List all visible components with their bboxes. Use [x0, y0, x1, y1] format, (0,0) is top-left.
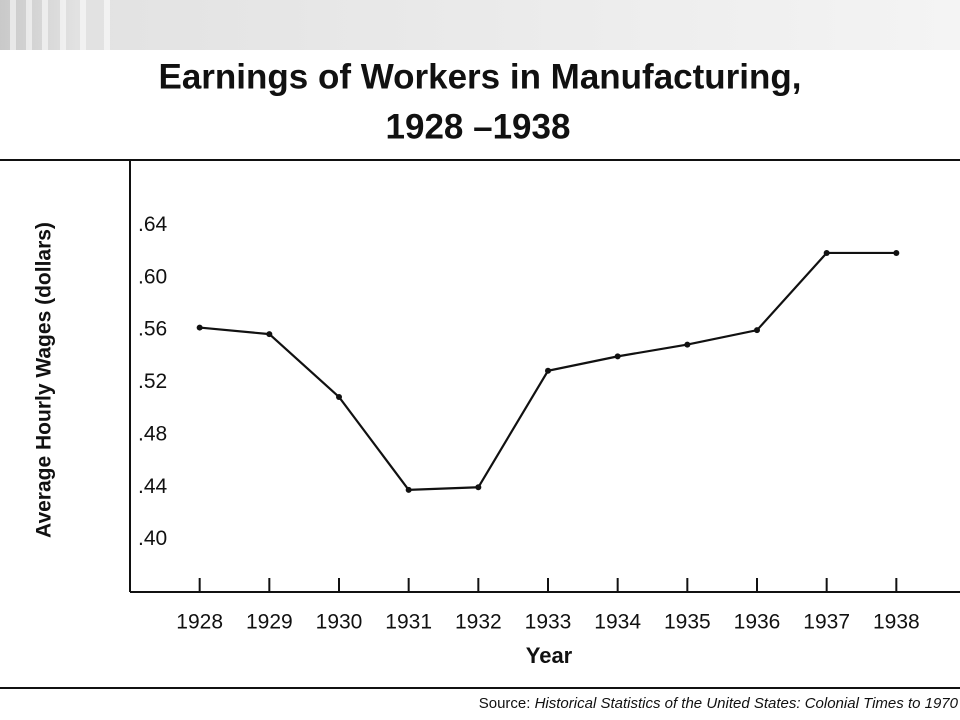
- data-point: [614, 353, 621, 360]
- data-point: [266, 331, 273, 338]
- y-axis-label: Average Hourly Wages (dollars): [33, 222, 56, 538]
- y-tick-label: .56: [138, 318, 167, 341]
- y-tick-label: .60: [138, 265, 167, 288]
- y-tick-label: .64: [138, 213, 168, 236]
- data-point: [196, 324, 203, 331]
- x-tick-label: 1928: [176, 611, 223, 634]
- chart-title: Earnings of Workers in Manufacturing,: [158, 57, 801, 96]
- x-tick-label: 1930: [316, 611, 363, 634]
- x-tick-label: 1932: [455, 611, 502, 634]
- x-tick-label: 1934: [594, 611, 641, 634]
- y-tick-label: .48: [138, 422, 167, 445]
- data-point: [823, 249, 830, 256]
- header-stripes: [10, 0, 110, 50]
- data-point: [475, 484, 482, 491]
- data-point: [754, 327, 760, 334]
- data-point: [545, 367, 551, 374]
- x-tick-label: 1937: [803, 611, 850, 634]
- y-tick-label: .52: [138, 370, 167, 393]
- x-axis-label: Year: [526, 643, 573, 668]
- x-tick-label: 1931: [385, 611, 432, 634]
- x-tick-label: 1933: [525, 611, 572, 634]
- x-tick-label: 1936: [734, 611, 781, 634]
- data-point: [405, 486, 412, 493]
- source-label: Source:: [479, 695, 531, 712]
- data-point: [893, 249, 900, 256]
- source-text: Historical Statistics of the United Stat…: [535, 695, 959, 712]
- header-band: [0, 0, 960, 50]
- data-point: [336, 393, 342, 400]
- x-tick-label: 1929: [246, 611, 293, 634]
- source-note: Source: Historical Statistics of the Uni…: [479, 695, 959, 712]
- y-tick-label: .44: [138, 475, 168, 498]
- x-tick-label: 1938: [873, 611, 920, 634]
- data-point: [684, 341, 691, 348]
- y-tick-label: .40: [138, 527, 167, 550]
- x-tick-label: 1935: [664, 611, 711, 634]
- chart-subtitle: 1928 –1938: [386, 107, 571, 146]
